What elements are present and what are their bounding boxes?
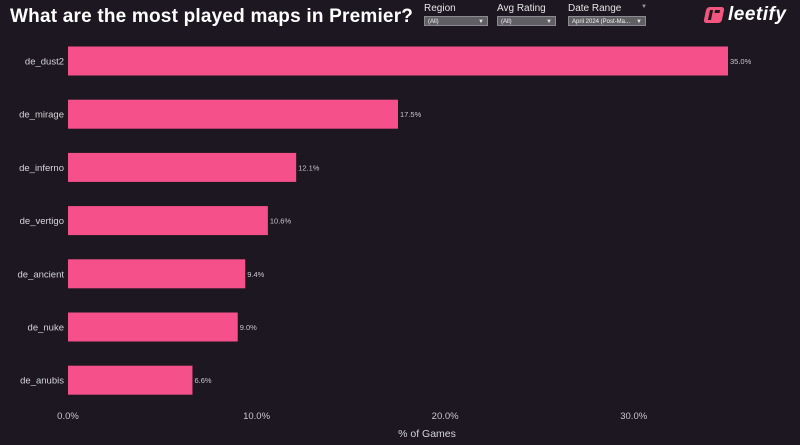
category-label-de_mirage: de_mirage: [19, 110, 64, 121]
category-label-de_anubis: de_anubis: [20, 376, 64, 387]
data-label-de_nuke: 9.0%: [240, 323, 257, 332]
x-tick-label: 10.0%: [243, 411, 270, 422]
leetify-logo: leetify: [703, 4, 787, 26]
dropdown-arrow-icon: ▼: [636, 19, 642, 25]
category-label-de_vertigo: de_vertigo: [20, 216, 64, 227]
region-select[interactable]: (All) ▼: [424, 16, 488, 26]
category-label-de_ancient: de_ancient: [18, 269, 65, 280]
date-range-select[interactable]: April 2024 (Post-Ma... ▼: [568, 16, 646, 26]
bar-de_anubis: [68, 365, 193, 395]
x-axis-title: % of Games: [398, 428, 456, 440]
region-select-value: (All): [428, 19, 439, 25]
bar-de_nuke: [68, 312, 238, 342]
region-filter: Region (All) ▼: [424, 3, 488, 26]
date-range-filter: Date Range April 2024 (Post-Ma... ▼: [568, 3, 646, 26]
bar-de_ancient: [68, 259, 246, 289]
page-title: What are the most played maps in Premier…: [10, 6, 414, 27]
region-filter-label: Region: [424, 3, 456, 14]
data-label-de_inferno: 12.1%: [298, 163, 320, 172]
data-label-de_anubis: 6.6%: [194, 376, 211, 385]
date-range-filter-label: Date Range: [568, 3, 622, 14]
bar-de_vertigo: [68, 206, 268, 236]
dropdown-arrow-icon: ▼: [478, 19, 484, 25]
avg-rating-select-value: (All): [501, 19, 512, 25]
category-label-de_nuke: de_nuke: [28, 323, 64, 334]
bar-de_inferno: [68, 152, 297, 182]
data-label-de_ancient: 9.4%: [247, 270, 264, 279]
data-label-de_vertigo: 10.6%: [270, 217, 292, 226]
data-label-de_mirage: 17.5%: [400, 110, 422, 119]
x-tick-label: 30.0%: [620, 411, 647, 422]
category-label-de_dust2: de_dust2: [25, 57, 64, 68]
logo-text: leetify: [728, 4, 787, 25]
date-range-select-value: April 2024 (Post-Ma...: [572, 19, 631, 25]
x-tick-label: 0.0%: [57, 411, 79, 422]
data-label-de_dust2: 35.0%: [730, 57, 752, 66]
category-label-de_inferno: de_inferno: [19, 163, 64, 174]
bar-de_dust2: [68, 46, 728, 76]
x-tick-label: 20.0%: [432, 411, 459, 422]
bar-de_mirage: [68, 99, 398, 129]
avg-rating-filter: Avg Rating (All) ▼: [497, 3, 556, 26]
date-range-menu-icon[interactable]: ▼: [641, 4, 647, 10]
dropdown-arrow-icon: ▼: [546, 19, 552, 25]
avg-rating-select[interactable]: (All) ▼: [497, 16, 556, 26]
avg-rating-filter-label: Avg Rating: [497, 3, 546, 14]
